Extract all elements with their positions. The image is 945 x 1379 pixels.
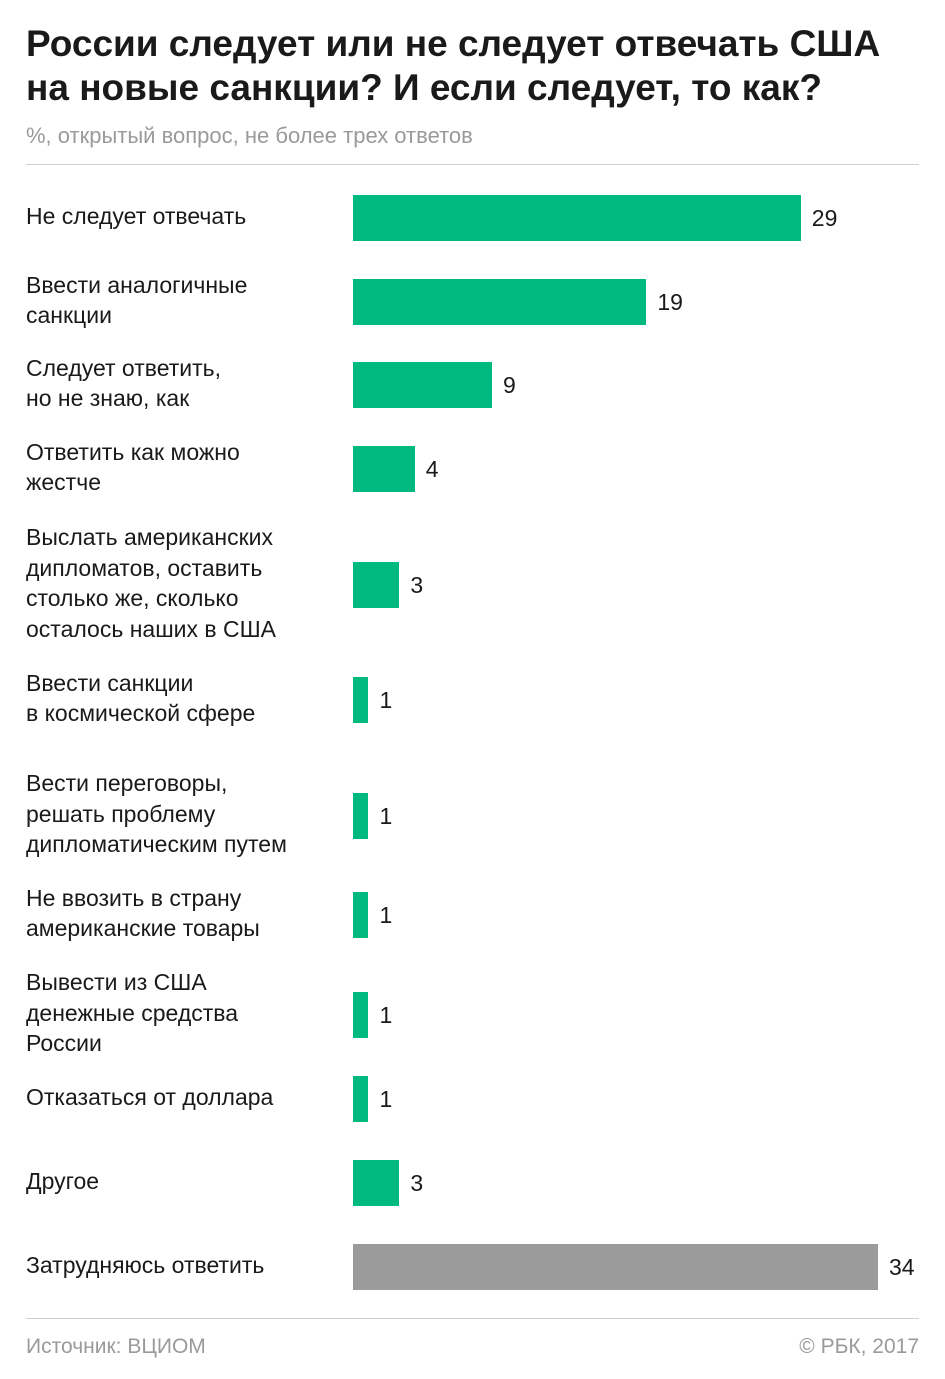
category-label: Не ввозить в страну американские товары (26, 884, 260, 942)
category-label: Вывести из США денежные средства России (26, 969, 239, 1057)
category-label: Другое (26, 1167, 100, 1194)
value-label: 3 (410, 1170, 424, 1196)
value-label: 1 (379, 1002, 393, 1028)
bar (353, 1160, 400, 1206)
value-label: 1 (379, 687, 393, 713)
copyright-note: © РБК, 2017 (799, 1335, 919, 1358)
category-label: Отказаться от доллара (26, 1083, 274, 1110)
value-label: 1 (379, 1086, 393, 1112)
bar (353, 892, 369, 938)
top-divider (26, 164, 919, 165)
bar (353, 195, 801, 241)
value-label: 1 (379, 902, 393, 928)
value-label: 3 (410, 572, 424, 598)
category-label: Ввести аналогичные санкции (26, 271, 248, 329)
value-label: 34 (889, 1254, 915, 1280)
value-label: 19 (657, 289, 683, 315)
bottom-divider (26, 1318, 919, 1319)
category-label: Выслать американских дипломатов, оставит… (26, 524, 277, 642)
chart-title: России следует или не следует отвечать С… (26, 23, 881, 108)
bar (353, 793, 369, 839)
category-label: Следует ответить, но не знаю, как (26, 354, 222, 412)
bar (353, 279, 647, 325)
bar (353, 362, 492, 408)
chart-subtitle: %, открытый вопрос, не более трех ответо… (26, 123, 473, 148)
value-label: 9 (502, 372, 516, 398)
category-label: Вести переговоры, решать проблему диплом… (26, 770, 287, 858)
source-note: Источник: ВЦИОМ (26, 1335, 206, 1358)
value-label: 4 (425, 456, 439, 482)
bar (353, 677, 369, 723)
value-label: 1 (379, 803, 393, 829)
category-label: Затрудняюсь ответить (26, 1251, 265, 1278)
bar (353, 1076, 369, 1122)
bar (353, 992, 369, 1038)
category-label: Не следует отвечать (26, 202, 247, 229)
category-label: Ответить как можно жестче (26, 438, 240, 496)
bar (353, 562, 400, 608)
bar (353, 1244, 878, 1290)
value-label: 29 (811, 205, 838, 231)
bar (353, 446, 415, 492)
category-label: Ввести санкции в космической сфере (26, 669, 256, 727)
